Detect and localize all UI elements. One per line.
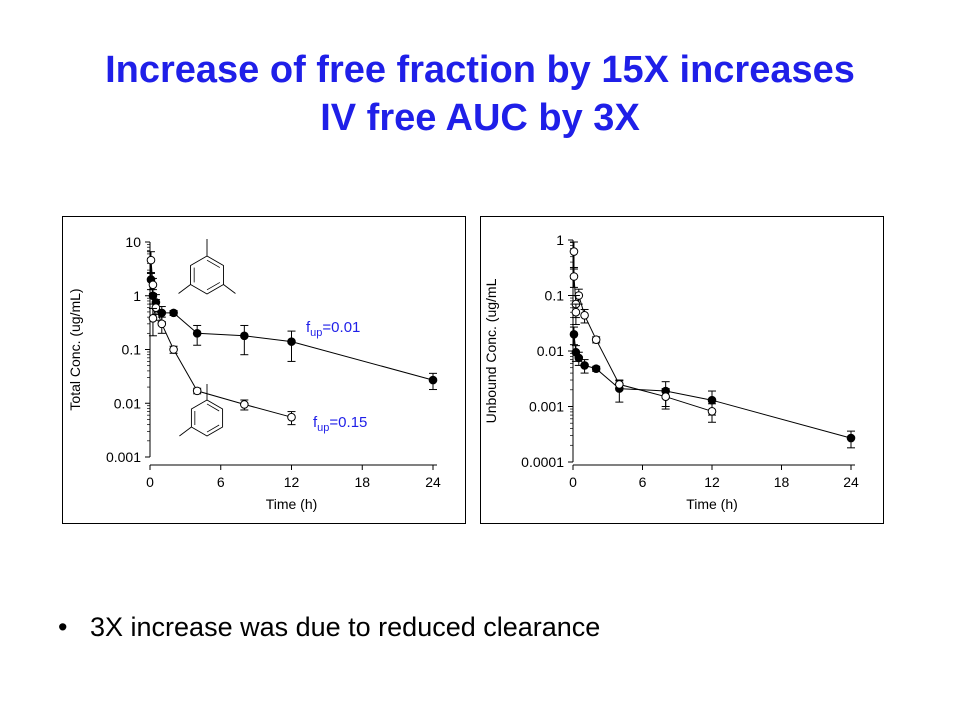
data-point-filled (569, 329, 579, 339)
data-point-filled (287, 337, 296, 346)
data-point-open (569, 247, 579, 256)
data-point-open (707, 406, 717, 416)
y-tick-label: 1 (556, 232, 564, 248)
series-line (573, 251, 713, 412)
slide-title: Increase of free fraction by 15X increas… (0, 46, 960, 142)
x-axis-label: Time (h) (266, 496, 318, 512)
y-tick-label: 0.1 (122, 342, 142, 358)
series-1 (569, 326, 856, 449)
data-point-open (591, 335, 601, 344)
bullet-text: 3X increase was due to reduced clearance (90, 612, 601, 642)
data-point-open (157, 319, 167, 329)
x-tick-label: 18 (774, 474, 790, 490)
series-2 (146, 251, 296, 426)
data-point-open (615, 380, 624, 389)
data-point-open (151, 303, 161, 312)
data-point-open (580, 310, 589, 320)
data-point-open (148, 280, 158, 290)
data-point-filled (591, 364, 601, 373)
data-point-open (240, 400, 249, 409)
data-point-filled (428, 375, 438, 385)
y-tick-label: 1 (133, 288, 141, 304)
data-point-filled (169, 308, 178, 318)
series-1 (146, 272, 438, 391)
y-tick-label: 10 (125, 234, 141, 250)
ring-bonds (190, 399, 224, 437)
data-point-filled (574, 353, 584, 363)
substituent-bond (178, 284, 191, 294)
x-tick-label: 0 (146, 474, 154, 490)
data-point-open (569, 272, 579, 281)
substituent-bond (179, 426, 192, 437)
unbound-conc-chart: 0 6 12 18 24 1 0.1 0.01 0.001 0.0001 Time (h) Unbou… (483, 232, 859, 512)
series-label: fup=0.15 (313, 414, 367, 434)
series-label: fup=0.01 (306, 319, 360, 339)
bullet-symbol: • (58, 612, 68, 642)
total-conc-chart: 0 6 12 18 24 10 1 0.1 0.01 0.001 Time (h) Total Con… (67, 234, 441, 512)
x-tick-label: 24 (425, 474, 441, 490)
y-tick-label: 0.01 (537, 343, 564, 359)
total-conc-chart-panel: 0 6 12 18 24 10 1 0.1 0.01 0.001 Time (h) Total Con… (62, 216, 466, 524)
data-point-filled (707, 395, 717, 405)
ring-bonds (190, 255, 224, 295)
data-point-filled (192, 329, 202, 338)
x-tick-label: 24 (843, 474, 859, 490)
unbound-conc-chart-panel: 0 6 12 18 24 1 0.1 0.01 0.001 0.0001 Time (h) Unbou… (480, 216, 884, 524)
y-tick-label: 0.1 (545, 288, 565, 304)
series-line (150, 279, 434, 381)
x-tick-label: 0 (569, 474, 577, 490)
series-2 (569, 241, 717, 423)
x-tick-label: 12 (704, 474, 720, 490)
data-point-open (661, 392, 670, 402)
data-point-open (169, 345, 178, 354)
x-tick-label: 12 (284, 474, 300, 490)
y-tick-label: 0.001 (529, 399, 564, 415)
data-point-filled (580, 361, 589, 370)
x-tick-label: 6 (217, 474, 225, 490)
x-tick-label: 18 (354, 474, 370, 490)
x-axis-label: Time (h) (686, 496, 738, 512)
data-point-open (148, 314, 158, 323)
data-point-open (287, 412, 296, 422)
double-bond (206, 259, 221, 268)
y-axis-label: Unbound Conc. (ug/mL (483, 278, 499, 423)
slide-title-line1: Increase of free fraction by 15X increas… (105, 49, 855, 91)
data-point-open (192, 386, 202, 396)
double-bond (206, 424, 220, 433)
bullet-point: • 3X increase was due to reduced clearanc… (58, 612, 600, 643)
substituent-bond (223, 284, 236, 294)
data-point-filled (240, 331, 249, 341)
data-point-open (571, 307, 581, 317)
y-tick-label: 0.0001 (521, 454, 564, 470)
double-bond (206, 282, 221, 291)
y-tick-label: 0.001 (106, 449, 141, 465)
y-tick-label: 0.01 (114, 395, 141, 411)
chemical-structure (178, 239, 236, 295)
data-point-filled (846, 433, 856, 443)
x-tick-label: 6 (639, 474, 647, 490)
y-axis-label: Total Conc. (ug/mL) (67, 288, 83, 410)
slide-title-line2: IV free AUC by 3X (320, 97, 640, 139)
data-point-open (146, 255, 156, 265)
double-bond (206, 403, 220, 412)
chemical-structure (179, 384, 224, 437)
